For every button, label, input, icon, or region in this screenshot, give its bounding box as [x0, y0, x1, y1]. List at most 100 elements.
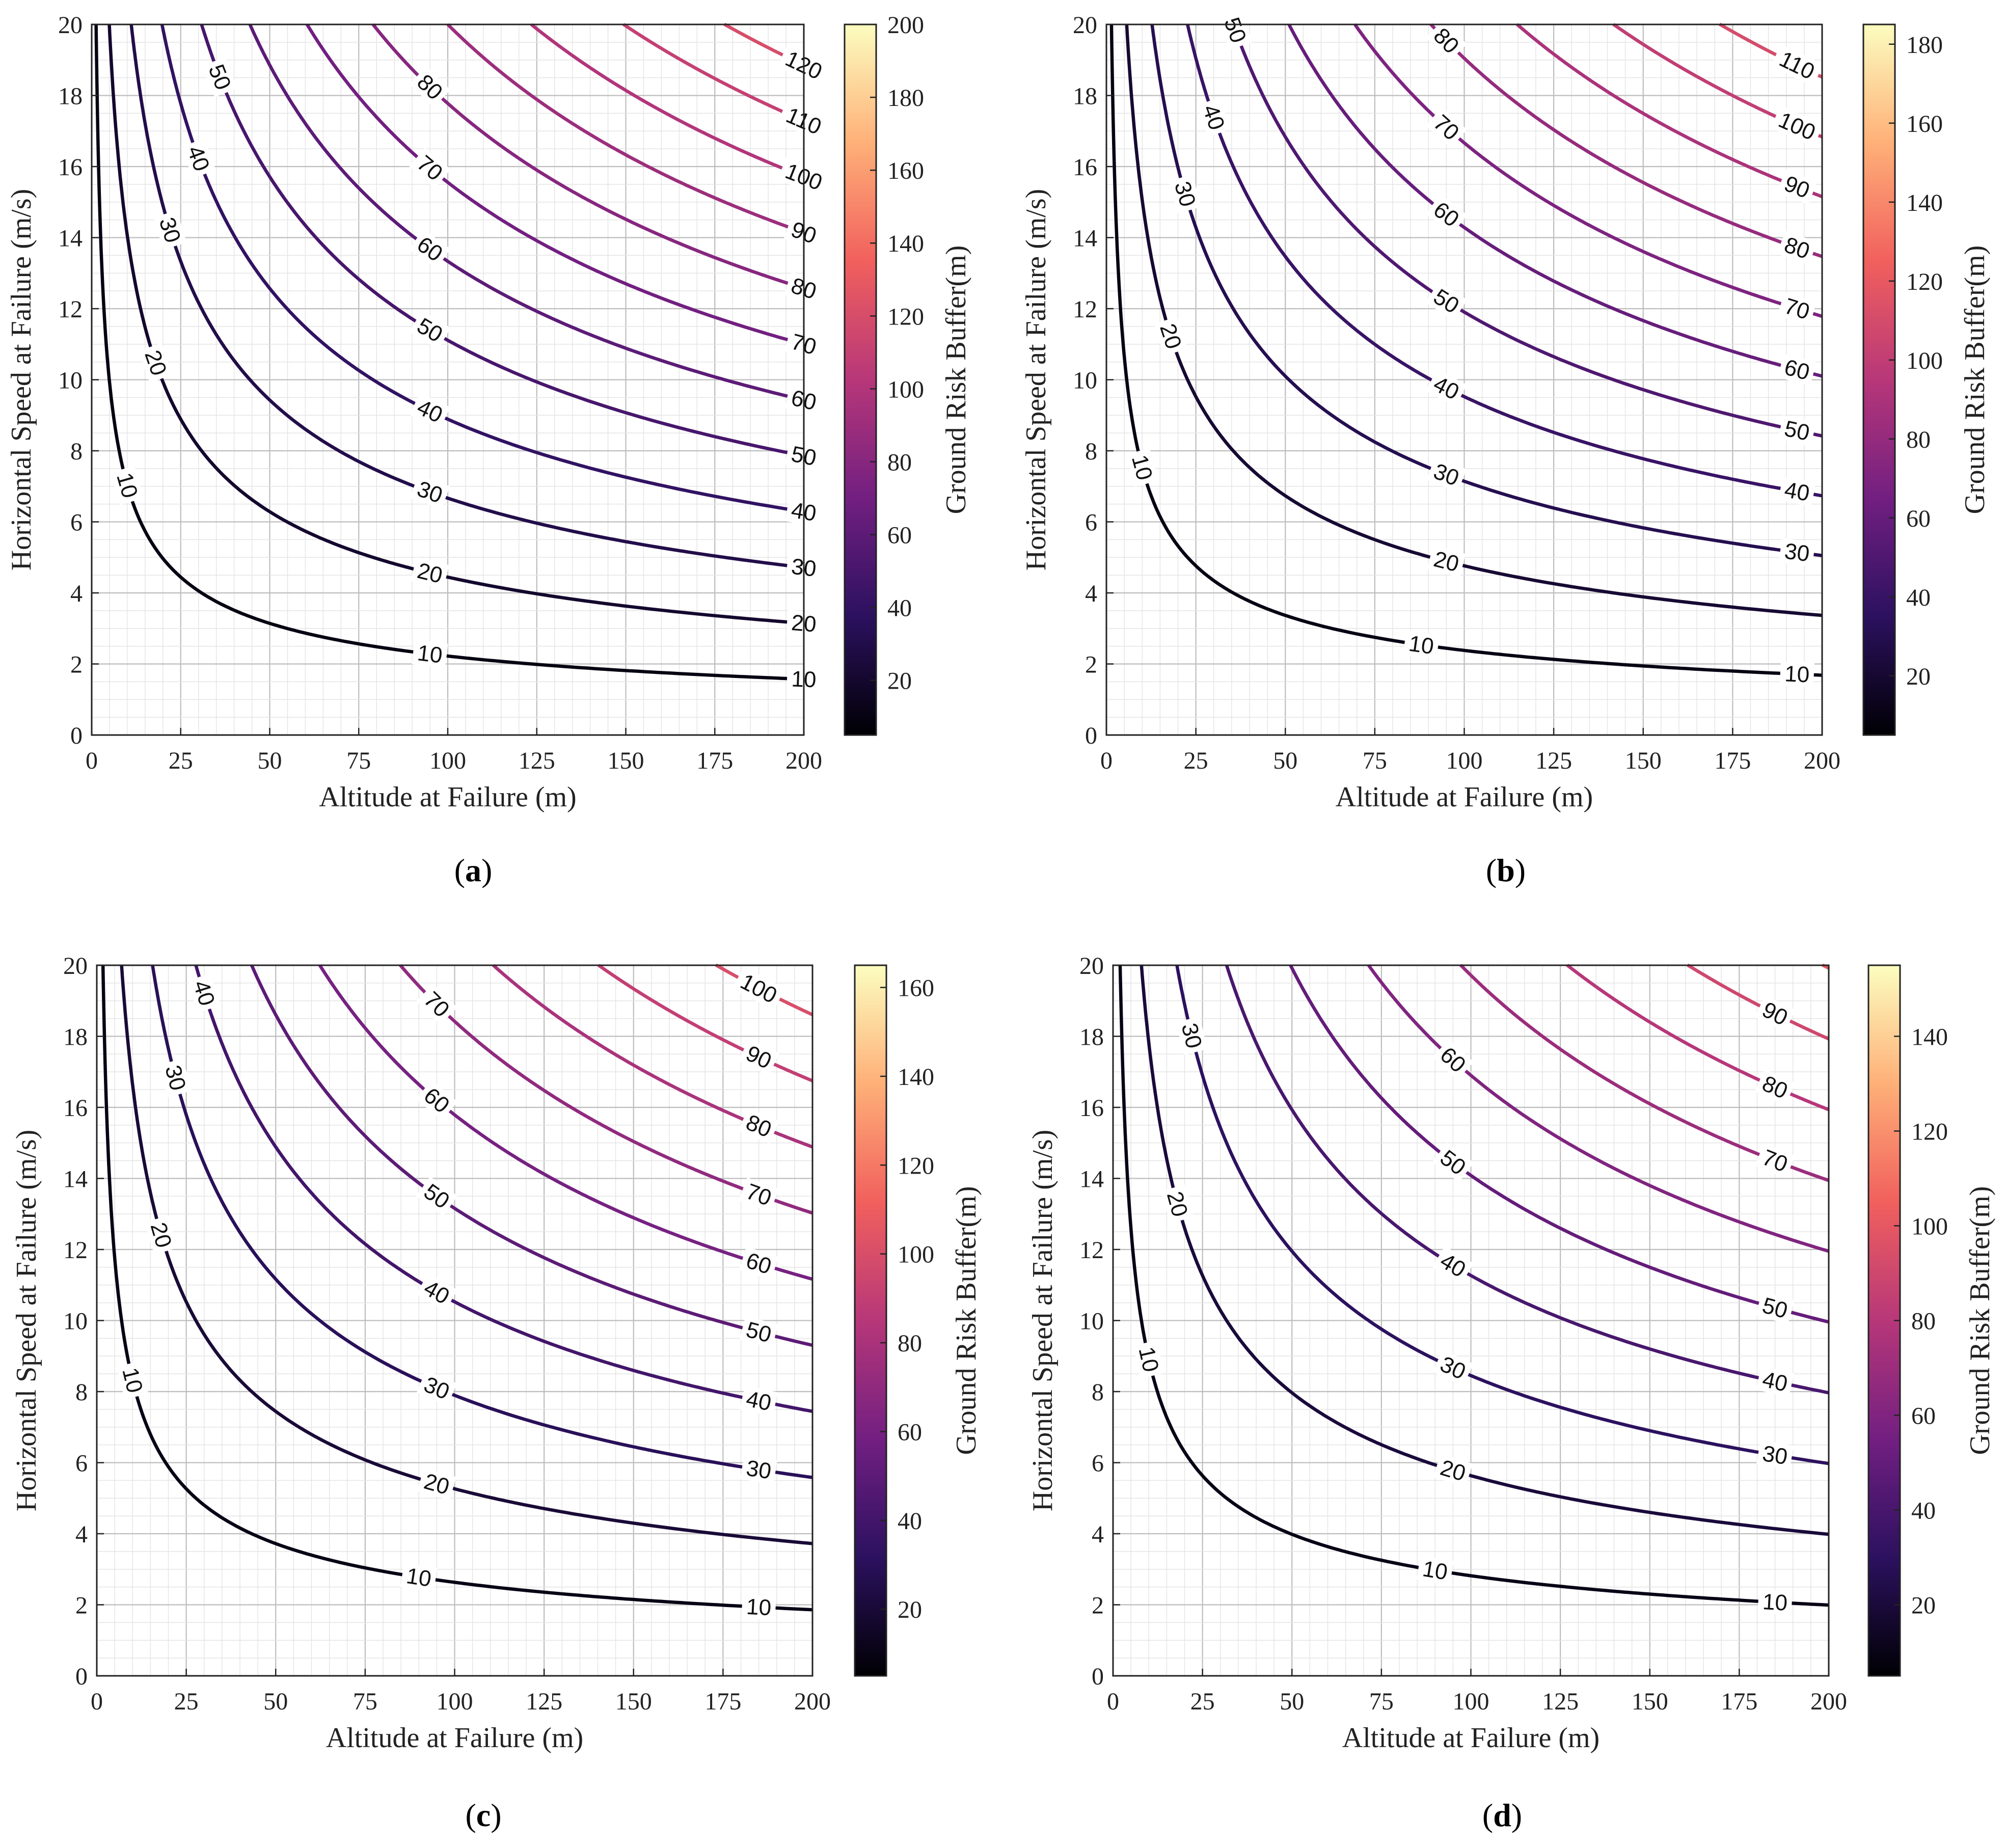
contour-line-70 [305, 22, 804, 346]
colorbar-tick-label: 80 [1911, 1308, 1936, 1335]
contour-label: 10 [741, 1594, 776, 1620]
colorbar-tick-label: 60 [1906, 505, 1931, 532]
contour-label-background [1754, 995, 1796, 1032]
y-tick-label: 6 [1092, 1450, 1104, 1477]
contour-label: 80 [1777, 231, 1817, 265]
contour-label-background [1754, 1069, 1796, 1105]
contour-line-30 [151, 964, 813, 1479]
colorbar-tick-label: 120 [1906, 268, 1943, 295]
contour-label-text: 10 [1134, 1345, 1164, 1375]
y-tick-label: 18 [58, 83, 83, 110]
contour-line-20 [120, 964, 813, 1545]
contour-label: 40 [1197, 97, 1231, 138]
contour-label-text: 10 [117, 1365, 147, 1395]
colorbar-tick-label: 180 [1906, 32, 1943, 59]
y-tick-label: 2 [75, 1592, 88, 1619]
contour-label: 50 [1755, 1291, 1795, 1324]
contour-label: 60 [1425, 194, 1468, 234]
contour-label-text: 10 [404, 1563, 433, 1592]
contour-label-background [409, 392, 451, 429]
y-tick-label: 4 [70, 580, 83, 607]
colorbar-tick-label: 100 [898, 1241, 934, 1268]
contour-label-background [1154, 316, 1188, 356]
contour-label: 20 [1427, 545, 1466, 578]
contour-label-text: 20 [415, 558, 445, 588]
contour-label-text: 50 [419, 1179, 454, 1214]
x-tick-label: 150 [1632, 1688, 1668, 1715]
contour-label-background [738, 1039, 779, 1076]
colorbar-tick-label: 60 [1911, 1403, 1936, 1430]
contour-label: 30 [159, 1058, 192, 1098]
contour-label-background [1426, 369, 1467, 406]
contour-label: 30 [1778, 538, 1815, 567]
colorbar-tick-label: 200 [887, 12, 924, 39]
x-tick-label: 125 [519, 747, 555, 774]
contour-line-60 [318, 963, 813, 1281]
y-tick-label: 10 [58, 367, 83, 394]
colorbar-tick-label: 20 [898, 1596, 922, 1623]
contour-label: 10 [1403, 630, 1440, 660]
colorbar-tick-label: 180 [887, 85, 924, 112]
contour-label-background [1771, 105, 1824, 147]
y-axis-label: Horizontal Speed at Failure (m/s) [1027, 1130, 1059, 1512]
contour-label: 40 [1426, 369, 1467, 406]
colorbar-tick-label: 80 [887, 449, 912, 476]
colorbar [854, 964, 887, 1677]
contour-label-text: 50 [1782, 416, 1812, 446]
contour-label-text: 50 [744, 1317, 774, 1348]
y-tick-label: 20 [63, 953, 88, 980]
y-tick-label: 6 [70, 509, 83, 536]
contour-label: 50 [202, 57, 237, 97]
y-tick-label: 20 [1073, 12, 1097, 39]
y-tick-label: 2 [70, 651, 83, 678]
contour-label: 10 [1133, 1340, 1164, 1379]
colorbar-tick-label: 100 [887, 376, 924, 403]
contour-label: 70 [1777, 292, 1817, 325]
contour-label-background [1778, 415, 1817, 446]
contour-label: 50 [739, 1316, 778, 1348]
colorbar-tick-label: 140 [1911, 1024, 1948, 1051]
x-tick-label: 25 [174, 1688, 199, 1715]
panel-b: 1030405060708090100110102030405060708010… [1020, 10, 1991, 888]
contour-label-background [1755, 1143, 1796, 1179]
contour-label: 110 [1770, 44, 1824, 87]
colorbar-tick-label: 60 [898, 1419, 922, 1446]
contour-label-text: 30 [1760, 1441, 1789, 1470]
contour-label-background [1133, 1340, 1164, 1379]
contour-line-70 [1353, 22, 1823, 318]
y-tick-label: 12 [63, 1237, 88, 1264]
panel-caption: (d) [1482, 1797, 1522, 1833]
y-tick-label: 10 [1079, 1308, 1104, 1335]
colorbar-tick-label: 120 [887, 303, 924, 330]
contour-label: 30 [1176, 1016, 1208, 1055]
contour-label-background [1777, 231, 1817, 265]
contour-label-background [1779, 661, 1814, 687]
contour-label-text: 30 [1783, 538, 1811, 566]
contour-line-90 [1686, 963, 1830, 1041]
contour-line-30 [129, 23, 804, 569]
contour-label-background [1757, 1589, 1793, 1616]
colorbar-tick-label: 20 [887, 668, 912, 695]
y-tick-label: 8 [1085, 438, 1097, 465]
contour-label-background [740, 1385, 778, 1417]
contour-label: 30 [410, 475, 450, 509]
contour-label-background [139, 343, 173, 383]
contour-label: 20 [1154, 316, 1188, 356]
contour-label-background [739, 1177, 779, 1212]
contour-line-100 [529, 22, 805, 179]
colorbar-tick-label: 160 [1906, 111, 1943, 138]
x-tick-label: 150 [608, 747, 644, 774]
contour-label-background [739, 1316, 778, 1348]
colorbar-tick-label: 40 [898, 1508, 922, 1535]
panel-c: 1030405060708090100102030405060701020304… [11, 953, 982, 1833]
contour-line-20 [1125, 24, 1823, 617]
contour-label-background [739, 1246, 779, 1281]
y-tick-label: 20 [1079, 953, 1104, 980]
contour-label-background [1403, 630, 1440, 660]
y-axis-label: Horizontal Speed at Failure (m/s) [6, 189, 37, 571]
colorbar-label: Ground Risk Buffer(m) [1964, 1186, 1996, 1455]
contour-label-background [145, 1215, 178, 1255]
contour-label: 10 [1757, 1589, 1793, 1616]
